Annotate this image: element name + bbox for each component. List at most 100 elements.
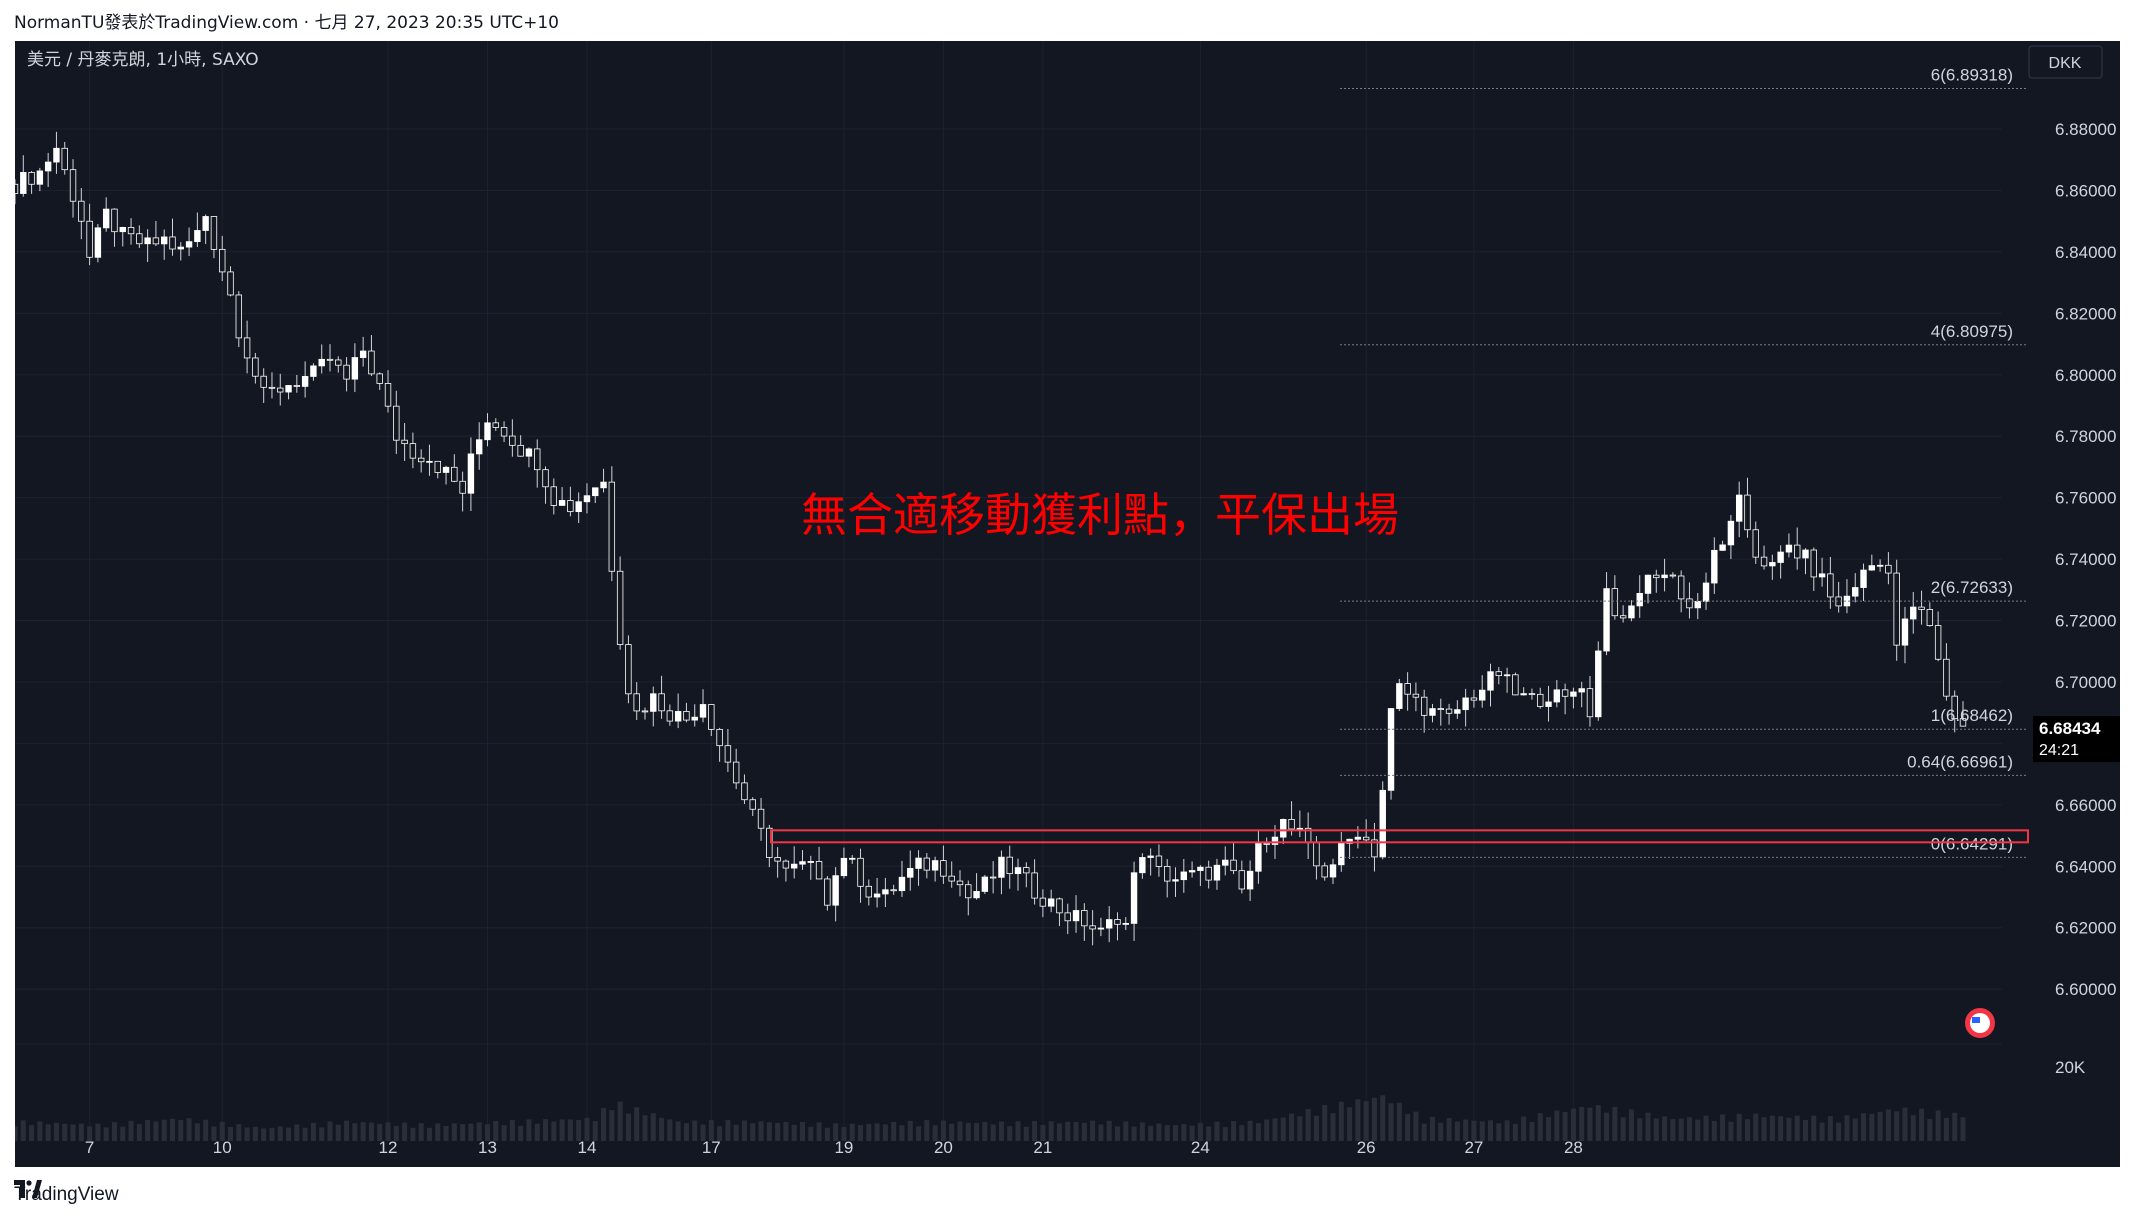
fib-label: 0(6.64291) [1931,834,2013,853]
volume-bar [965,1122,971,1141]
volume-bar [1910,1115,1916,1141]
candle-body [401,439,408,445]
volume-bar [576,1120,582,1141]
candle-body [583,495,591,503]
chart-annotation[interactable]: 無合適移動獲利點，平保出場 [801,488,1399,542]
volume-bar [1032,1121,1038,1141]
volume-bar [476,1122,482,1141]
volume-bar [998,1121,1004,1141]
volume-bar [20,1120,26,1141]
volume-bar [1272,1118,1278,1141]
volume-bar [1023,1126,1029,1141]
candle-body [202,216,209,231]
volume-bar [1330,1113,1336,1141]
volume-bar [236,1124,242,1141]
volume-bar [1297,1116,1303,1141]
volume-bar [543,1119,549,1141]
candle-body [476,439,483,455]
volume-bar [1720,1114,1726,1141]
volume-bar [286,1127,292,1141]
chart-canvas[interactable]: 7 10 12 13 14 17 19 20 21 24 26 27 28 6.88000 6.86000 6… [15,41,2120,1167]
volume-bar [1620,1117,1626,1141]
volume-bar [1628,1109,1634,1141]
candle-body [1371,839,1378,858]
volume-bar [1214,1121,1220,1141]
candle-body [1470,697,1478,701]
candle-body [1072,910,1080,922]
tradingview-brand-text[interactable]: TradingView [14,1184,119,1205]
volume-bar [169,1118,175,1141]
volume-bar [377,1123,383,1141]
symbol-label[interactable]: 美元 / 丹麥克朗, 1小時, SAXO [27,50,259,70]
y-tick-label: 6.76000 [2055,489,2116,508]
volume-bar [659,1117,665,1141]
candle-body [1893,572,1900,646]
tradingview-logo-icon[interactable] [14,1180,42,1198]
candle-body [1934,625,1942,660]
author-line[interactable]: NormanTU發表於TradingView.com [14,13,299,33]
volume-bar [974,1122,980,1141]
candle-body [989,876,997,879]
volume-bar [145,1120,151,1141]
volume-bar [1711,1120,1717,1141]
candle-body [1462,697,1469,711]
volume-bar [1861,1113,1867,1141]
volume-bar [120,1126,126,1141]
candle-body [15,183,19,194]
volume-bar [1753,1113,1759,1141]
x-tick-label: 27 [1464,1138,1483,1157]
volume-bar [1305,1109,1311,1141]
volume-bar [824,1127,830,1141]
candle-body [1512,674,1519,696]
countdown-label: 24:21 [2039,742,2079,759]
candle-body [376,373,383,384]
candle-body [1528,693,1536,696]
candle-body [1412,693,1420,698]
volume-bar [310,1122,316,1141]
candle-body [1097,927,1105,930]
candle-body [691,716,698,721]
candle-body [1586,688,1594,718]
chart-frame[interactable]: 7 10 12 13 14 17 19 20 21 24 26 27 28 6.88000 6.86000 6… [15,41,2120,1167]
volume-bar [1537,1113,1543,1141]
volume-bar [1463,1119,1469,1141]
y-tick-label: 6.78000 [2055,427,2116,446]
candle-body [1686,598,1693,609]
candle-body [824,878,831,906]
candle-body [318,358,325,367]
candle-body [525,448,533,457]
breakeven-zone[interactable] [770,829,2029,844]
candle-body [1445,708,1453,714]
volume-bar [1347,1107,1353,1141]
candle-body [1404,683,1411,695]
volume-bar [1877,1111,1883,1141]
candle-body [1479,689,1486,701]
candle-body [1603,588,1610,652]
candle-body [1636,592,1643,607]
x-tick-label: 17 [702,1138,721,1157]
candle-body [509,435,516,446]
volume-bar [584,1117,590,1141]
currency-box[interactable] [2028,45,2103,79]
candle-body [625,644,632,695]
candle-body [575,501,582,513]
y-tick-label: 6.86000 [2055,181,2116,200]
candle-body [1213,864,1221,881]
candle-body [219,248,226,273]
candle-body [1039,897,1047,907]
volume-bar [203,1119,209,1141]
candle-body [69,169,77,202]
candle-body [1296,827,1304,830]
footer: TradingView [14,1180,119,1210]
x-tick-label: 24 [1191,1138,1210,1157]
currency-label: DKK [2049,55,2082,72]
candle-body [127,226,135,235]
volume-bar [899,1125,905,1141]
volume-bar [1960,1117,1966,1141]
candle-body [1280,818,1287,838]
volume-bar [799,1121,805,1141]
volume-bar [468,1123,474,1141]
volume-bar [891,1121,897,1141]
volume-bar [87,1126,93,1141]
candle-body [1354,836,1362,840]
